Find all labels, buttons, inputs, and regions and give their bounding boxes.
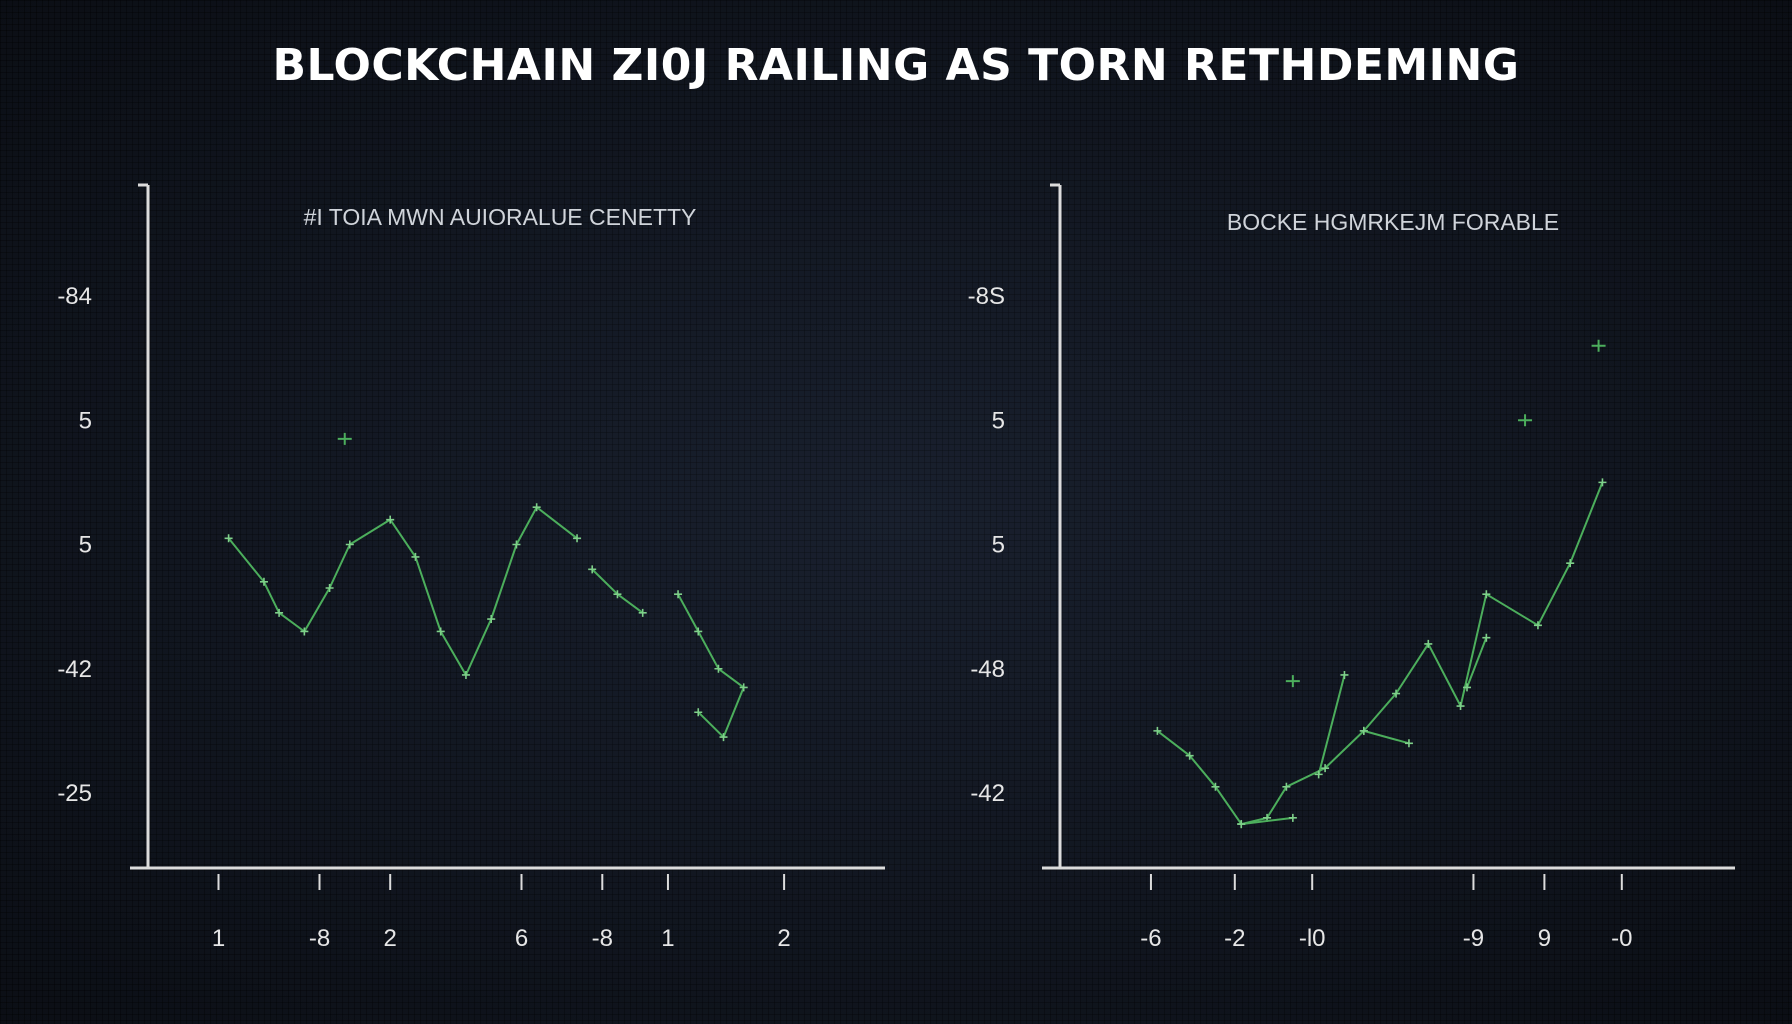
- panel-2-series-line: [1156, 482, 1604, 826]
- panel-1-data-point: [275, 608, 284, 617]
- panel-2-y-tick-label: 5: [992, 532, 1005, 559]
- panel-1-data-point: [512, 540, 521, 549]
- panel-2-data-point: [1153, 726, 1162, 735]
- panel-2-marker: [1591, 339, 1606, 352]
- panel-1-data-point: [259, 577, 268, 586]
- panel-1-data-point: [487, 615, 496, 624]
- panel-2-data-point: [1482, 633, 1491, 642]
- panel-1-x-tick-label: 2: [777, 925, 790, 952]
- panel-2-y-tick-label: 5: [992, 407, 1005, 434]
- panel-2-data-point: [1533, 621, 1542, 630]
- panel-2-x-tick-label: 9: [1538, 925, 1551, 952]
- panel-2-y-tick-label: -48: [970, 656, 1005, 683]
- panel-1-title: #I TOIA MWN AUIORALUE CENETTY: [304, 204, 697, 230]
- panel-2-data-point: [1566, 559, 1575, 568]
- panel-2-data-point: [1314, 770, 1323, 779]
- panel-1-data-point: [613, 590, 622, 599]
- panel-2-x-tick-label: -0: [1611, 925, 1632, 952]
- panel-2-x-tick-label: -2: [1224, 925, 1245, 952]
- panel-1-data-point: [714, 664, 723, 673]
- panel-1-y-tick-label: -42: [57, 656, 92, 683]
- panel-2-data-point: [1482, 590, 1491, 599]
- panel-1-series-line: [227, 506, 578, 676]
- panel-2-data-point: [1340, 670, 1349, 679]
- panel-1-data-point: [224, 534, 233, 543]
- panel-2-data-point: [1404, 739, 1413, 748]
- panel-1-data-point: [573, 534, 582, 543]
- panel-2-series-line: [1241, 816, 1293, 826]
- panel-2-data-point: [1463, 683, 1471, 692]
- panel-1-y-tick-label: -84: [57, 283, 92, 310]
- panel-1-y-tick-label: 5: [79, 407, 92, 434]
- panel-1-data-point: [694, 627, 703, 636]
- panel-1-data-point: [300, 627, 309, 636]
- panel-2-data-point: [1282, 782, 1291, 791]
- panel-2-data-point: [1598, 478, 1607, 487]
- panel-1-data-point: [638, 608, 647, 617]
- panel-1-series-line: [677, 593, 745, 739]
- panel-2-data-point: [1237, 820, 1246, 829]
- panel-2-x-tick-label: -6: [1140, 925, 1161, 952]
- panel-1-data-point: [674, 590, 683, 599]
- panel-1-marker: [337, 432, 352, 445]
- panel-2-data-point: [1211, 782, 1220, 791]
- chart-main-title: BLOCKCHAIN ZI0J RAILING AS TORN RETHDEMI…: [272, 40, 1520, 91]
- panel-2-x-tick-label: -9: [1463, 925, 1484, 952]
- panel-2-series-line: [1466, 637, 1488, 688]
- panel-2-data-point: [1288, 813, 1297, 822]
- panel-1-data-point: [739, 683, 748, 692]
- panel-2-data-point: [1185, 751, 1194, 760]
- panel-1-data-point: [461, 670, 470, 679]
- panel-1-x-tick-label: 2: [384, 925, 397, 952]
- panel-1-data-point: [411, 552, 420, 561]
- panel-2-marker: [1518, 414, 1533, 427]
- panel-2-data-point: [1424, 639, 1433, 648]
- panel-2-y-tick-label: -42: [970, 780, 1005, 807]
- panel-2-series-line: [1363, 729, 1410, 745]
- panel-2-marker: [1285, 675, 1300, 688]
- panel-1-x-tick-label: 1: [661, 925, 674, 952]
- panel-2-data-point: [1359, 726, 1368, 735]
- panel-1-data-point: [588, 565, 597, 574]
- panel-1-x-tick-label: 1: [212, 925, 225, 952]
- panel-1-x-tick-label: -8: [309, 925, 330, 952]
- panel-2-data-point: [1456, 702, 1465, 711]
- panel-1-data-point: [532, 503, 541, 512]
- panel-1-data-point: [325, 583, 334, 592]
- panel-1-data-point: [345, 540, 354, 549]
- panel-1-x-tick-label: -8: [592, 925, 613, 952]
- panel-2-x-tick-label: -l0: [1299, 925, 1326, 952]
- panel-1-y-tick-label: -25: [57, 780, 92, 807]
- panel-2-data-point: [1392, 689, 1401, 698]
- panel-1-data-point: [436, 627, 445, 636]
- panel-2-y-tick-label: -8S: [968, 283, 1005, 310]
- panel-2-series-line: [1317, 674, 1346, 775]
- panel-1-x-tick-label: 6: [515, 925, 528, 952]
- panel-1-data-point: [694, 708, 703, 717]
- panel-1-data-point: [719, 733, 728, 742]
- panel-1-y-tick-label: 5: [79, 532, 92, 559]
- panel-2-title: BOCKE HGMRKEJM FORABLE: [1227, 209, 1559, 235]
- panel-1-data-point: [386, 515, 395, 524]
- panel-2-data-point: [1321, 764, 1330, 773]
